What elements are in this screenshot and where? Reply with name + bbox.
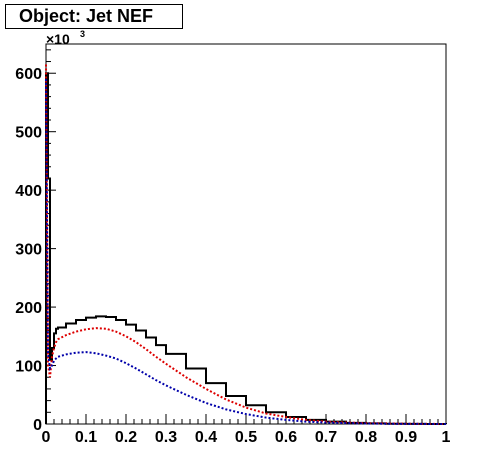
x-tick-label: 0.4 — [195, 429, 217, 446]
x-tick-label: 0 — [42, 429, 51, 446]
x-tick-label: 0.2 — [115, 429, 137, 446]
axis-ticks — [45, 49, 447, 425]
y-tick-label: 0 — [33, 417, 42, 434]
x-tick-label: 0.5 — [235, 429, 257, 446]
y-tick-label: 400 — [15, 183, 42, 200]
y-tick-label: 300 — [15, 242, 42, 259]
y-tick-label: 100 — [15, 359, 42, 376]
series-2-line — [45, 79, 447, 425]
plot-frame — [45, 43, 447, 425]
axis-tick-labels: 0 0.1 0.2 0.3 0.4 0.5 0.6 0.7 0.8 0.9 1 0 100 200 300 4… — [15, 66, 450, 446]
series-0-line — [45, 72, 447, 425]
series-1-line — [45, 64, 447, 425]
chart-title: Object: Jet NEF — [5, 4, 183, 29]
x-tick-label: 1 — [442, 429, 451, 446]
x-tick-label: 0.8 — [355, 429, 377, 446]
y-tick-label: 200 — [15, 300, 42, 317]
x-tick-label: 0.9 — [395, 429, 417, 446]
y-tick-label: 600 — [15, 66, 42, 83]
x-tick-label: 0.7 — [315, 429, 337, 446]
y-tick-label: 500 — [15, 125, 42, 142]
x-tick-label: 0.6 — [275, 429, 297, 446]
data-series — [45, 64, 447, 425]
x-tick-label: 0.3 — [155, 429, 177, 446]
y-exponent-power: 3 — [80, 29, 85, 39]
x-tick-label: 0.1 — [75, 429, 97, 446]
y-exponent-base: ×10 — [46, 31, 70, 47]
